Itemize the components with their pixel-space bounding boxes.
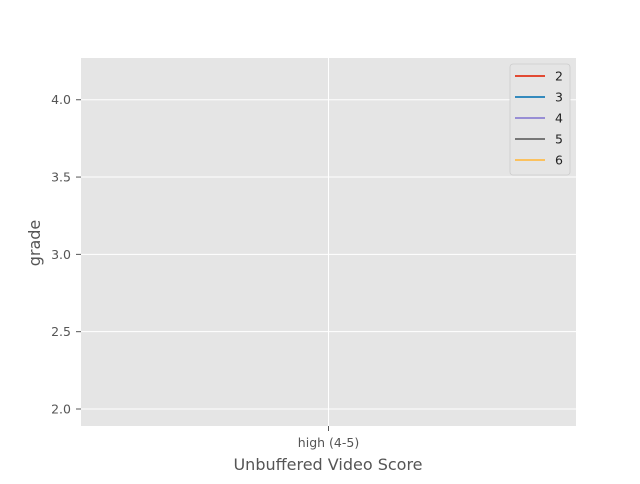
y-tick-label: 3.0	[51, 247, 71, 262]
y-tick-label: 2.0	[51, 401, 71, 416]
x-tick-label: high (4-5)	[298, 435, 359, 450]
grid-layer	[81, 58, 576, 426]
y-tick-label: 3.5	[51, 170, 71, 185]
y-tick-label: 2.5	[51, 324, 71, 339]
y-axis-label: grade	[25, 220, 44, 267]
legend-label: 4	[555, 111, 563, 126]
x-axis-label: Unbuffered Video Score	[233, 455, 422, 474]
legend-label: 3	[555, 90, 563, 105]
legend: 2 3 4 5 6	[509, 63, 571, 176]
legend-box	[509, 63, 571, 176]
legend-label: 5	[555, 132, 563, 147]
legend-label: 2	[555, 69, 563, 84]
tick-layer: 2.0 2.5 3.0 3.5 4.0 high (4-5)	[51, 92, 359, 450]
legend-label: 6	[555, 153, 563, 168]
y-tick-label: 4.0	[51, 92, 71, 107]
